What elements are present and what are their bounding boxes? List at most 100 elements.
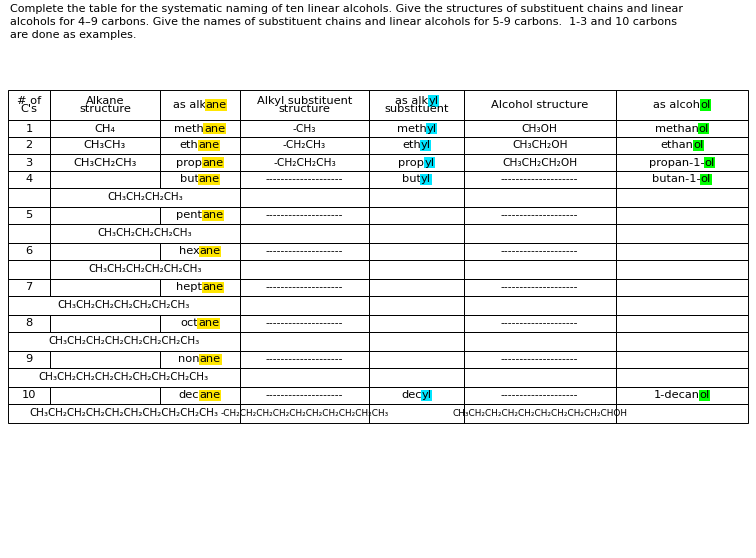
Text: as alk: as alk [395, 96, 428, 106]
Bar [50, 279, 160, 296]
Bar [615, 90, 748, 120]
Bar [160, 387, 240, 404]
Bar [8, 296, 240, 315]
Text: -CH₃: -CH₃ [293, 123, 316, 133]
Text: ane: ane [200, 391, 221, 401]
Bar [160, 90, 240, 120]
Bar [464, 154, 615, 171]
Bar [240, 279, 369, 296]
Text: CH₃CH₂CH₂CH₂CH₃: CH₃CH₂CH₂CH₂CH₃ [98, 228, 192, 238]
Text: C's: C's [20, 104, 38, 114]
Text: ane: ane [204, 123, 225, 133]
Text: ol: ol [701, 175, 711, 185]
Text: 4: 4 [26, 175, 33, 185]
Bar [8, 154, 50, 171]
Bar [160, 171, 240, 188]
Bar [464, 171, 615, 188]
Bar [8, 137, 50, 154]
Bar [50, 137, 160, 154]
Bar [615, 279, 748, 296]
Text: yl: yl [422, 391, 432, 401]
Text: structure: structure [79, 104, 131, 114]
Text: CH₃CH₂OH: CH₃CH₂OH [512, 141, 568, 151]
Text: CH₃CH₃: CH₃CH₃ [84, 141, 126, 151]
Bar [8, 368, 240, 387]
Text: CH₃CH₂CH₂CH₂CH₂CH₂CH₂CH₂CH₂CHOH: CH₃CH₂CH₂CH₂CH₂CH₂CH₂CH₂CH₂CHOH [452, 409, 627, 418]
Bar [240, 154, 369, 171]
Text: yl: yl [424, 157, 435, 167]
Text: 9: 9 [26, 354, 33, 364]
Bar [369, 154, 464, 171]
Bar [8, 332, 240, 351]
Text: --------------------: -------------------- [501, 282, 578, 292]
Text: ane: ane [199, 175, 220, 185]
Bar [8, 90, 50, 120]
Bar [8, 387, 50, 404]
Bar [160, 279, 240, 296]
Bar [464, 279, 615, 296]
Text: ane: ane [202, 282, 223, 292]
Bar [464, 260, 615, 279]
Bar [240, 260, 369, 279]
Bar [464, 120, 615, 137]
Text: prop: prop [176, 157, 202, 167]
Bar [8, 315, 50, 332]
Bar [615, 315, 748, 332]
Bar [615, 171, 748, 188]
Text: --------------------: -------------------- [501, 391, 578, 401]
Bar [240, 224, 369, 243]
Bar [615, 351, 748, 368]
Bar [240, 296, 369, 315]
Text: CH₃CH₂CH₃: CH₃CH₂CH₃ [73, 157, 137, 167]
Bar [464, 296, 615, 315]
Bar [8, 260, 50, 279]
Bar [8, 279, 50, 296]
Text: pent: pent [176, 210, 202, 220]
Text: CH₃CH₂CH₂CH₂CH₂CH₂CH₂CH₂CH₂CH₃: CH₃CH₂CH₂CH₂CH₂CH₂CH₂CH₂CH₂CH₃ [29, 408, 218, 418]
Text: yl: yl [421, 141, 431, 151]
Bar [240, 171, 369, 188]
Text: hept: hept [176, 282, 202, 292]
Text: butan-1-: butan-1- [652, 175, 701, 185]
Bar [8, 351, 50, 368]
Text: ane: ane [206, 100, 227, 110]
Text: -CH₂CH₂CH₃: -CH₂CH₂CH₃ [273, 157, 336, 167]
Bar [160, 351, 240, 368]
Text: methan: methan [655, 123, 699, 133]
Text: CH₃CH₂CH₂CH₂CH₂CH₂CH₃: CH₃CH₂CH₂CH₂CH₂CH₂CH₃ [57, 301, 190, 310]
Bar [160, 154, 240, 171]
Text: CH₃CH₂CH₂OH: CH₃CH₂CH₂OH [502, 157, 578, 167]
Text: -CH₂CH₂CH₂CH₂CH₂CH₂CH₂CH₂CH₂CH₃: -CH₂CH₂CH₂CH₂CH₂CH₂CH₂CH₂CH₂CH₃ [220, 409, 389, 418]
Text: Alkane: Alkane [85, 96, 124, 106]
Bar [8, 207, 50, 224]
Text: CH₃CH₂CH₂CH₃: CH₃CH₂CH₂CH₃ [107, 193, 183, 203]
Bar [464, 404, 615, 423]
Bar [240, 332, 369, 351]
Text: eth: eth [180, 141, 199, 151]
Bar [50, 90, 160, 120]
Bar [240, 120, 369, 137]
Text: meth: meth [174, 123, 204, 133]
Text: hex: hex [178, 247, 200, 257]
Bar [240, 137, 369, 154]
Text: Complete the table for the systematic naming of ten linear alcohols. Give the st: Complete the table for the systematic na… [10, 4, 683, 40]
Text: ol: ol [700, 100, 711, 110]
Bar [464, 90, 615, 120]
Text: ol: ol [699, 123, 709, 133]
Text: Alkyl substituent: Alkyl substituent [257, 96, 352, 106]
Text: ol: ol [699, 391, 710, 401]
Text: prop: prop [398, 157, 424, 167]
Bar [464, 332, 615, 351]
Text: # of: # of [17, 96, 42, 106]
Text: 1-decan: 1-decan [654, 391, 699, 401]
Bar [369, 207, 464, 224]
Bar [50, 207, 160, 224]
Text: --------------------: -------------------- [265, 210, 343, 220]
Bar [50, 260, 240, 279]
Text: eth: eth [402, 141, 421, 151]
Bar [369, 171, 464, 188]
Bar [240, 368, 369, 387]
Bar [615, 243, 748, 260]
Bar [464, 188, 615, 207]
Text: --------------------: -------------------- [265, 354, 343, 364]
